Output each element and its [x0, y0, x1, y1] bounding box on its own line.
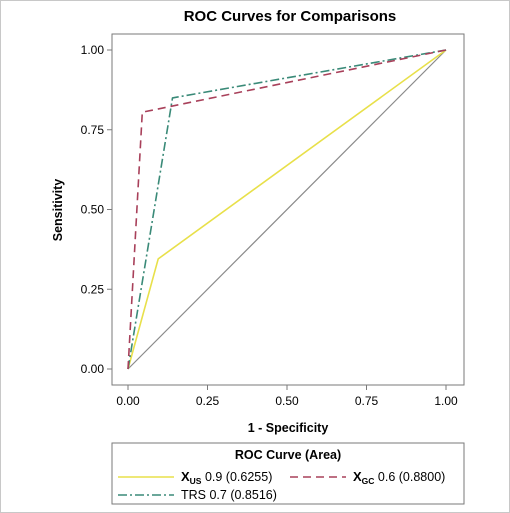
legend-xus-value: 0.9 (0.6255): [201, 470, 272, 484]
chart-title: ROC Curves for Comparisons: [184, 8, 397, 25]
series-layer: [127, 49, 447, 370]
y-tick-label: 1.00: [81, 43, 105, 57]
axes: 0.00 0.25 0.50 0.75 1.00 0.00 0.25 0.50 0.75 1.00: [81, 43, 458, 408]
y-tick-label: 0.25: [81, 282, 105, 296]
legend-box: [111, 442, 465, 505]
series-line-trs: [127, 49, 447, 370]
y-tick-label: 0.50: [81, 203, 105, 217]
legend-xus-subscript: US: [190, 476, 202, 486]
legend-label-xus: XUS 0.9 (0.6255): [181, 469, 272, 486]
x-tick-label: 0.75: [355, 394, 379, 408]
y-tick-label: 0.00: [81, 362, 105, 376]
legend-title: ROC Curve (Area): [235, 448, 341, 462]
legend-label-xgc: XGC 0.6 (0.8800): [353, 469, 445, 486]
reference-diagonal-line: [127, 49, 447, 370]
legend-label-trs: TRS 0.7 (0.8516): [181, 488, 277, 502]
legend: ROC Curve (Area) XUS 0.9 (0.6255) XGC 0.…: [111, 442, 465, 505]
legend-xus-symbol: X: [181, 469, 190, 484]
x-tick-label: 1.00: [434, 394, 458, 408]
x-tick-label: 0.25: [196, 394, 220, 408]
series-line-xgc: [127, 49, 447, 370]
x-tick-label: 0.00: [116, 394, 140, 408]
y-tick-label: 0.75: [81, 123, 105, 137]
legend-xgc-subscript: GC: [362, 476, 375, 486]
series-line-xus: [127, 49, 447, 370]
y-axis-label: Sensitivity: [51, 179, 65, 242]
x-axis-label: 1 - Specificity: [248, 421, 329, 435]
x-tick-label: 0.50: [275, 394, 299, 408]
legend-xgc-symbol: X: [353, 469, 362, 484]
legend-xgc-value: 0.6 (0.8800): [374, 470, 445, 484]
